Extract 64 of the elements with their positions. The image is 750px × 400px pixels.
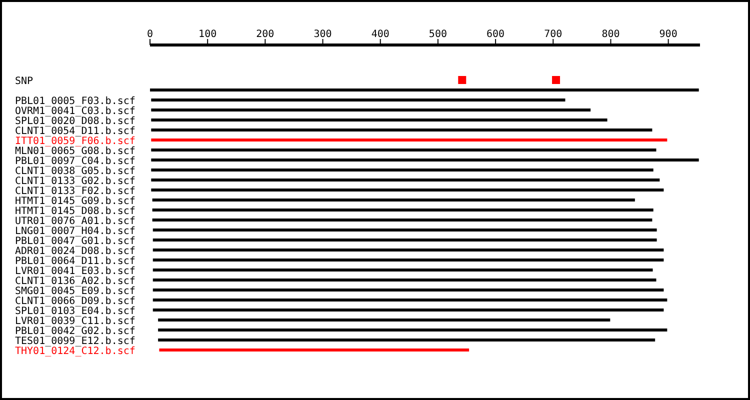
y-tick-label: PBL01_0042_G02.b.scf bbox=[15, 326, 136, 337]
y-tick-label: CLNT1_0054_D11.b.scf bbox=[15, 126, 136, 137]
bar bbox=[152, 268, 653, 272]
bar bbox=[151, 148, 656, 152]
y-tick-label: MLN01_0065_G08.b.scf bbox=[15, 146, 136, 157]
x-tick-label: 200 bbox=[256, 29, 274, 40]
x-tick-label: 300 bbox=[314, 29, 332, 40]
x-tick-label: 800 bbox=[602, 29, 620, 40]
bar bbox=[152, 288, 664, 292]
bar bbox=[151, 128, 652, 132]
bar bbox=[152, 298, 668, 302]
bar bbox=[152, 198, 635, 202]
y-tick-label: CLNT1_0133_F02.b.scf bbox=[15, 186, 136, 197]
x-tick-label: 500 bbox=[428, 29, 447, 40]
y-tick-label: CLNT1_0133_G02.b.scf bbox=[15, 176, 136, 187]
x-tick-label: 400 bbox=[371, 29, 390, 40]
bar bbox=[158, 338, 656, 342]
bar bbox=[151, 168, 654, 172]
bar bbox=[151, 118, 608, 122]
y-tick-label: ADR01_0024_D08.b.scf bbox=[15, 246, 136, 257]
y-tick-label: SNP bbox=[15, 76, 34, 87]
bar bbox=[151, 158, 699, 162]
y-tick-label: CLNT1_0136_A02.b.scf bbox=[15, 276, 136, 287]
x-tick-label: 700 bbox=[544, 29, 562, 40]
y-tick-label: OVRM1_0041_C03.b.scf bbox=[15, 106, 136, 117]
y-tick-label: THY01_0124_C12.b.scf bbox=[15, 346, 136, 357]
bar bbox=[152, 228, 657, 232]
y-tick-label: UTR01_0076_A01.b.scf bbox=[15, 216, 136, 227]
bar bbox=[152, 258, 664, 262]
bar bbox=[158, 318, 610, 322]
bar bbox=[152, 278, 656, 282]
y-tick-label: LNG01_0007_H04.b.scf bbox=[15, 226, 136, 237]
y-tick-label: LVR01_0041_E03.b.scf bbox=[15, 266, 136, 277]
bar bbox=[152, 248, 664, 252]
bar bbox=[159, 348, 470, 352]
bar bbox=[152, 238, 657, 242]
bar bbox=[150, 88, 699, 92]
bar bbox=[151, 138, 668, 142]
y-tick-label: CLNT1_0038_G05.b.scf bbox=[15, 166, 136, 177]
y-tick-label: ITT01_0059_F06.b.scf bbox=[15, 136, 136, 147]
x-tick-label: 600 bbox=[486, 29, 505, 40]
y-tick-label: SMG01_0045_E09.b.scf bbox=[15, 286, 136, 297]
y-tick-label: PBL01_0047_G01.b.scf bbox=[15, 236, 136, 247]
bar bbox=[151, 108, 591, 112]
y-tick-label: SPL01_0020_D08.b.scf bbox=[15, 116, 136, 127]
y-tick-label: CLNT1_0066_D09.b.scf bbox=[15, 296, 136, 307]
x-tick-label: 0 bbox=[146, 29, 154, 40]
bar bbox=[152, 218, 652, 222]
y-tick-label: PBL01_0064_D11.b.scf bbox=[15, 256, 136, 267]
bar bbox=[151, 188, 664, 192]
x-tick-label: 100 bbox=[198, 29, 217, 40]
y-tick-label: HTMT1_0145_G09.b.scf bbox=[15, 196, 136, 207]
bar bbox=[152, 208, 654, 212]
bar bbox=[158, 328, 668, 332]
y-tick-label: PBL01_0097_C04.b.scf bbox=[15, 156, 136, 167]
y-tick-label: SPL01_0103_E04.b.scf bbox=[15, 306, 136, 317]
x-tick-label: 900 bbox=[659, 29, 678, 40]
y-tick-label: HTMT1_0145_D08.b.scf bbox=[15, 206, 136, 217]
y-tick-label: TES01_0099_E12.b.scf bbox=[15, 336, 136, 347]
bar bbox=[151, 178, 660, 182]
bar bbox=[152, 308, 664, 312]
y-tick-label: LVR01_0039_C11.b.scf bbox=[15, 316, 136, 327]
bar bbox=[151, 98, 566, 102]
y-tick-label: PBL01_0005_F03.b.scf bbox=[15, 96, 136, 107]
